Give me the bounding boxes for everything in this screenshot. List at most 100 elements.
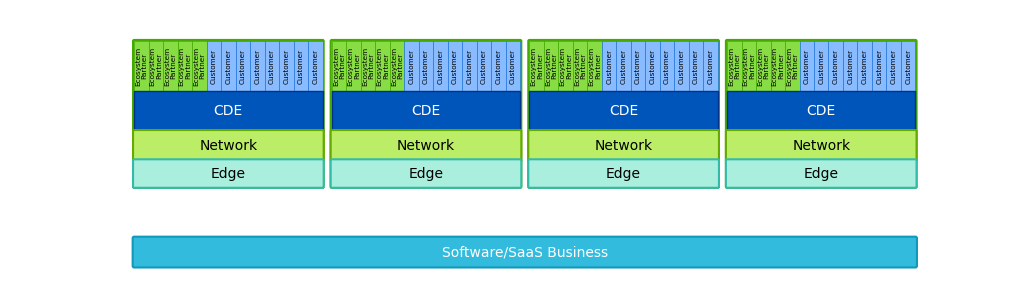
Text: Network: Network: [397, 139, 455, 153]
Bar: [236, 41, 250, 91]
Text: Ecosystem
Partner: Ecosystem Partner: [589, 47, 601, 86]
Text: CDE: CDE: [609, 104, 638, 118]
Text: Customer: Customer: [708, 49, 714, 84]
Bar: [462, 41, 477, 91]
Bar: [602, 41, 616, 91]
Bar: [280, 41, 294, 91]
Bar: [477, 41, 492, 91]
Text: Network: Network: [595, 139, 652, 153]
Text: Customer: Customer: [818, 49, 824, 84]
Text: Ecosystem
Partner: Ecosystem Partner: [164, 47, 177, 86]
Bar: [616, 41, 631, 91]
Bar: [529, 91, 718, 131]
Text: Customer: Customer: [211, 49, 217, 84]
Text: Ecosystem
Partner: Ecosystem Partner: [742, 47, 755, 86]
Text: Customer: Customer: [254, 49, 260, 84]
Text: Ecosystem
Partner: Ecosystem Partner: [530, 47, 543, 86]
Text: Ecosystem
Partner: Ecosystem Partner: [333, 47, 345, 86]
Text: Customer: Customer: [833, 49, 839, 84]
Text: Customer: Customer: [510, 49, 516, 84]
FancyBboxPatch shape: [133, 237, 916, 268]
Bar: [207, 41, 221, 91]
Bar: [703, 41, 718, 91]
Bar: [332, 91, 520, 131]
Bar: [800, 41, 814, 91]
Text: CDE: CDE: [214, 104, 243, 118]
FancyBboxPatch shape: [726, 130, 916, 162]
Text: Customer: Customer: [284, 49, 290, 84]
Bar: [134, 91, 323, 131]
Bar: [506, 41, 520, 91]
Text: Customer: Customer: [847, 49, 853, 84]
Bar: [675, 41, 689, 91]
FancyBboxPatch shape: [726, 40, 916, 188]
Bar: [572, 41, 588, 91]
Bar: [901, 41, 915, 91]
FancyBboxPatch shape: [331, 40, 521, 188]
Bar: [360, 41, 375, 91]
Text: Customer: Customer: [437, 49, 443, 84]
Text: Edge: Edge: [211, 167, 246, 181]
Bar: [558, 41, 572, 91]
Text: Ecosystem
Partner: Ecosystem Partner: [347, 47, 359, 86]
FancyBboxPatch shape: [331, 130, 521, 162]
Text: Edge: Edge: [606, 167, 641, 181]
Text: Ecosystem
Partner: Ecosystem Partner: [194, 47, 206, 86]
Text: Ecosystem
Partner: Ecosystem Partner: [135, 47, 147, 86]
Text: CDE: CDE: [412, 104, 440, 118]
Text: Network: Network: [793, 139, 850, 153]
Bar: [148, 41, 163, 91]
Bar: [857, 41, 872, 91]
Bar: [588, 41, 602, 91]
Text: Customer: Customer: [312, 49, 318, 84]
Bar: [264, 41, 280, 91]
Text: Customer: Customer: [905, 49, 911, 84]
FancyBboxPatch shape: [133, 159, 324, 188]
Text: Customer: Customer: [298, 49, 304, 84]
Text: Customer: Customer: [635, 49, 641, 84]
Text: Ecosystem
Partner: Ecosystem Partner: [545, 47, 557, 86]
Bar: [294, 41, 308, 91]
Bar: [756, 41, 770, 91]
Bar: [785, 41, 800, 91]
Bar: [645, 41, 659, 91]
Bar: [177, 41, 193, 91]
Text: Customer: Customer: [452, 49, 458, 84]
Text: Ecosystem
Partner: Ecosystem Partner: [178, 47, 191, 86]
Bar: [529, 41, 544, 91]
FancyBboxPatch shape: [528, 159, 719, 188]
Bar: [375, 41, 390, 91]
Bar: [544, 41, 558, 91]
Bar: [346, 41, 360, 91]
Text: Ecosystem
Partner: Ecosystem Partner: [757, 47, 770, 86]
Text: Customer: Customer: [665, 49, 670, 84]
Text: Customer: Customer: [891, 49, 897, 84]
Bar: [689, 41, 703, 91]
Text: Customer: Customer: [496, 49, 502, 84]
Text: Ecosystem
Partner: Ecosystem Partner: [150, 47, 162, 86]
Text: Customer: Customer: [423, 49, 429, 84]
Text: Ecosystem
Partner: Ecosystem Partner: [573, 47, 587, 86]
FancyBboxPatch shape: [726, 159, 916, 188]
Text: Customer: Customer: [481, 49, 487, 84]
Text: Customer: Customer: [225, 49, 231, 84]
FancyBboxPatch shape: [133, 40, 324, 188]
FancyBboxPatch shape: [528, 130, 719, 162]
Text: Edge: Edge: [804, 167, 839, 181]
Text: Software/SaaS Business: Software/SaaS Business: [441, 245, 608, 259]
Bar: [390, 41, 404, 91]
Text: Ecosystem
Partner: Ecosystem Partner: [376, 47, 389, 86]
Text: Ecosystem
Partner: Ecosystem Partner: [559, 47, 572, 86]
Text: Edge: Edge: [409, 167, 443, 181]
Text: Customer: Customer: [621, 49, 627, 84]
Text: Ecosystem
Partner: Ecosystem Partner: [391, 47, 403, 86]
Text: Customer: Customer: [649, 49, 655, 84]
Bar: [163, 41, 177, 91]
Text: Customer: Customer: [240, 49, 246, 84]
Bar: [433, 41, 447, 91]
Text: Customer: Customer: [862, 49, 867, 84]
Text: Customer: Customer: [877, 49, 883, 84]
Text: Customer: Customer: [679, 49, 685, 84]
Bar: [828, 41, 843, 91]
Text: Customer: Customer: [606, 49, 612, 84]
